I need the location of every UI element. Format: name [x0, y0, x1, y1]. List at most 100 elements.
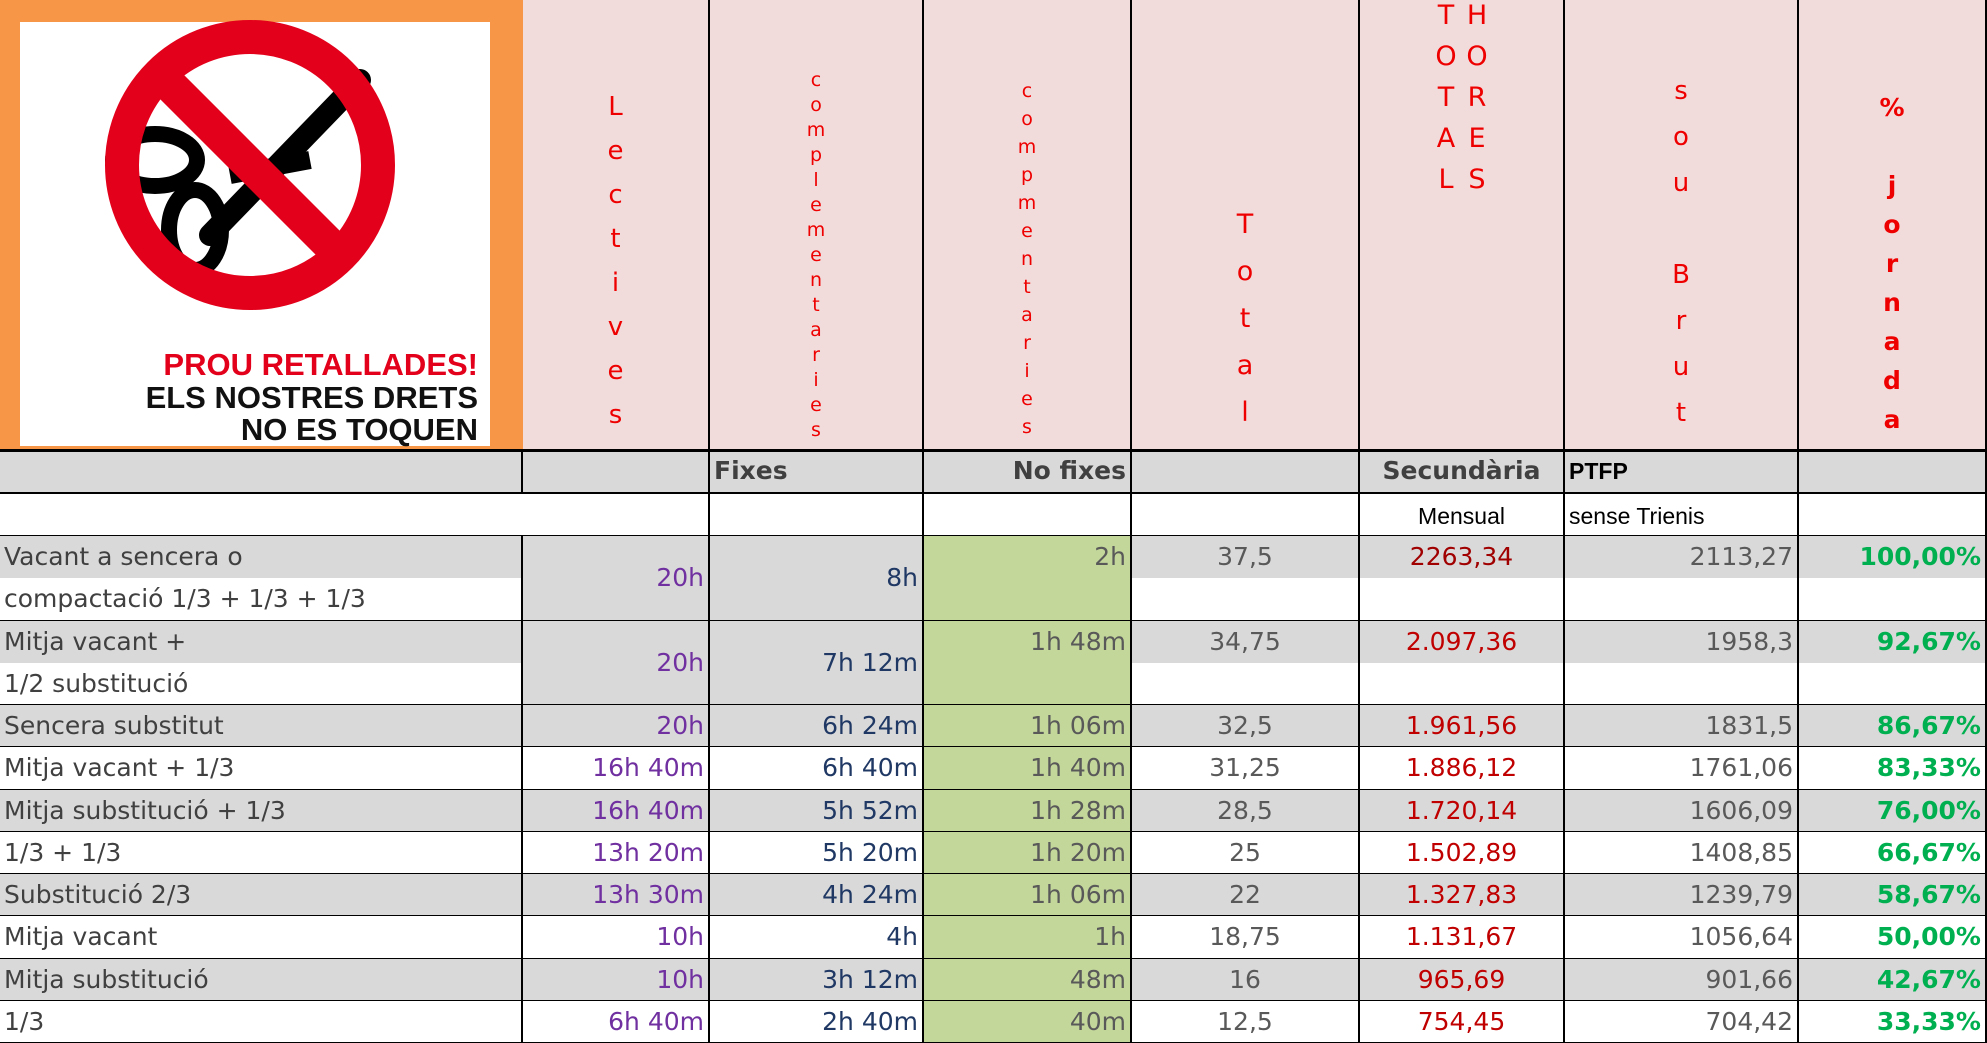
cell-value: 33,33%	[1799, 1001, 1985, 1043]
cell-bg	[1565, 663, 1799, 705]
subheader-text: No fixes	[924, 450, 1130, 493]
cell-value: 20h	[523, 557, 708, 599]
logo: PROU RETALLADES! ELS NOSTRES DRETS NO ES…	[0, 0, 523, 450]
cell-value: 28,5	[1132, 790, 1358, 832]
cell-value: 2h 40m	[710, 1001, 922, 1043]
cell-value: 4h	[710, 916, 922, 958]
cell-value: 1.886,12	[1360, 747, 1563, 789]
cell-bg	[1565, 578, 1799, 620]
cell-value: 31,25	[1132, 747, 1358, 789]
cell-value: 1.502,89	[1360, 832, 1563, 874]
column-header: complementaries	[710, 0, 924, 450]
subheader-cell	[1132, 450, 1360, 493]
cell-value: 37,5	[1132, 536, 1358, 578]
subheader-text: Secundària	[1360, 450, 1563, 493]
cell-value: 1.961,56	[1360, 705, 1563, 747]
cell-value: 1.131,67	[1360, 916, 1563, 958]
cell-value: 1.327,83	[1360, 874, 1563, 916]
cell-value: 1239,79	[1565, 874, 1797, 916]
row-label: Mitja substitució + 1/3	[0, 790, 523, 832]
cell-value: 76,00%	[1799, 790, 1985, 832]
cell-value: 83,33%	[1799, 747, 1985, 789]
cell-value: 2.097,36	[1360, 621, 1563, 663]
logo-text: PROU RETALLADES!	[163, 347, 478, 382]
cell-value: 20h	[523, 705, 708, 747]
cell-value: 10h	[523, 959, 708, 1001]
row-label: Mitja vacant + 1/3	[0, 747, 523, 789]
cell-value: 965,69	[1360, 959, 1563, 1001]
row-label: Mitja substitució	[0, 959, 523, 1001]
cell-value: 4h 24m	[710, 874, 922, 916]
cell-bg	[1799, 578, 1987, 620]
cell-value: 34,75	[1132, 621, 1358, 663]
cell-bg	[924, 663, 1132, 705]
subheader-cell	[710, 493, 924, 536]
cell-value: 1h 48m	[924, 621, 1130, 663]
column-header: % jornada	[1799, 0, 1987, 450]
row-label: 1/2 substitució	[0, 663, 523, 705]
header-text: TOTAL HORES	[1431, 0, 1493, 450]
cell-value: 2263,34	[1360, 536, 1563, 578]
row-label: Substitució 2/3	[0, 874, 523, 916]
header-text: % jornada	[1878, 93, 1907, 450]
logo-text: NO ES TOQUEN	[241, 412, 478, 447]
cell-bg	[1799, 663, 1987, 705]
cell-value: 25	[1132, 832, 1358, 874]
cell-value: 6h 40m	[523, 1001, 708, 1043]
header-text: Lectives	[601, 92, 631, 450]
column-header: compmentaries	[924, 0, 1132, 450]
cell-value: 5h 20m	[710, 832, 922, 874]
logo-text: ELS NOSTRES DRETS	[146, 380, 478, 415]
cell-bg	[1132, 578, 1360, 620]
cell-value: 901,66	[1565, 959, 1797, 1001]
cell-value: 12,5	[1132, 1001, 1358, 1043]
subheader-cell	[1799, 493, 1987, 536]
subheader-cell	[523, 493, 710, 536]
column-header: Total	[1132, 0, 1360, 450]
subheader-text: sense Trienis	[1565, 495, 1797, 538]
cell-value: 58,67%	[1799, 874, 1985, 916]
cell-value: 1056,64	[1565, 916, 1797, 958]
cell-value: 66,67%	[1799, 832, 1985, 874]
cell-value: 1761,06	[1565, 747, 1797, 789]
subheader-text: Mensual	[1360, 495, 1563, 538]
cell-value: 7h 12m	[710, 642, 922, 684]
cell-value: 1h 28m	[924, 790, 1130, 832]
header-text: compmentaries	[1016, 80, 1038, 450]
cell-value: 704,42	[1565, 1001, 1797, 1043]
cell-value: 10h	[523, 916, 708, 958]
cell-value: 2h	[924, 536, 1130, 578]
row-border	[0, 492, 1987, 494]
cell-value: 6h 24m	[710, 705, 922, 747]
cell-bg	[1132, 663, 1360, 705]
cell-value: 32,5	[1132, 705, 1358, 747]
row-border	[0, 449, 1987, 452]
cell-value: 100,00%	[1799, 536, 1985, 578]
cell-value: 5h 52m	[710, 790, 922, 832]
cell-value: 92,67%	[1799, 621, 1985, 663]
row-label: 1/3	[0, 1001, 523, 1043]
row-label: Mitja vacant +	[0, 621, 523, 663]
column-header: sou Brut	[1565, 0, 1799, 450]
subheader-text: PTFP	[1565, 450, 1797, 493]
subheader-cell	[1799, 450, 1987, 493]
cell-value: 2113,27	[1565, 536, 1797, 578]
subheader-cell	[0, 450, 523, 493]
cell-value: 1408,85	[1565, 832, 1797, 874]
subheader-text: Fixes	[710, 450, 922, 493]
cell-value: 86,67%	[1799, 705, 1985, 747]
cell-value: 18,75	[1132, 916, 1358, 958]
cell-value: 3h 12m	[710, 959, 922, 1001]
cell-value: 13h 20m	[523, 832, 708, 874]
cell-value: 1h 40m	[924, 747, 1130, 789]
row-label: Vacant a sencera o	[0, 536, 523, 578]
row-label: compactació 1/3 + 1/3 + 1/3	[0, 578, 523, 620]
row-label: 1/3 + 1/3	[0, 832, 523, 874]
cell-value: 1h 20m	[924, 832, 1130, 874]
header-text: Total	[1230, 209, 1261, 450]
cell-value: 1958,3	[1565, 621, 1797, 663]
cell-value: 16h 40m	[523, 747, 708, 789]
row-label: Sencera substitut	[0, 705, 523, 747]
cell-value: 48m	[924, 959, 1130, 1001]
cell-value: 40m	[924, 1001, 1130, 1043]
